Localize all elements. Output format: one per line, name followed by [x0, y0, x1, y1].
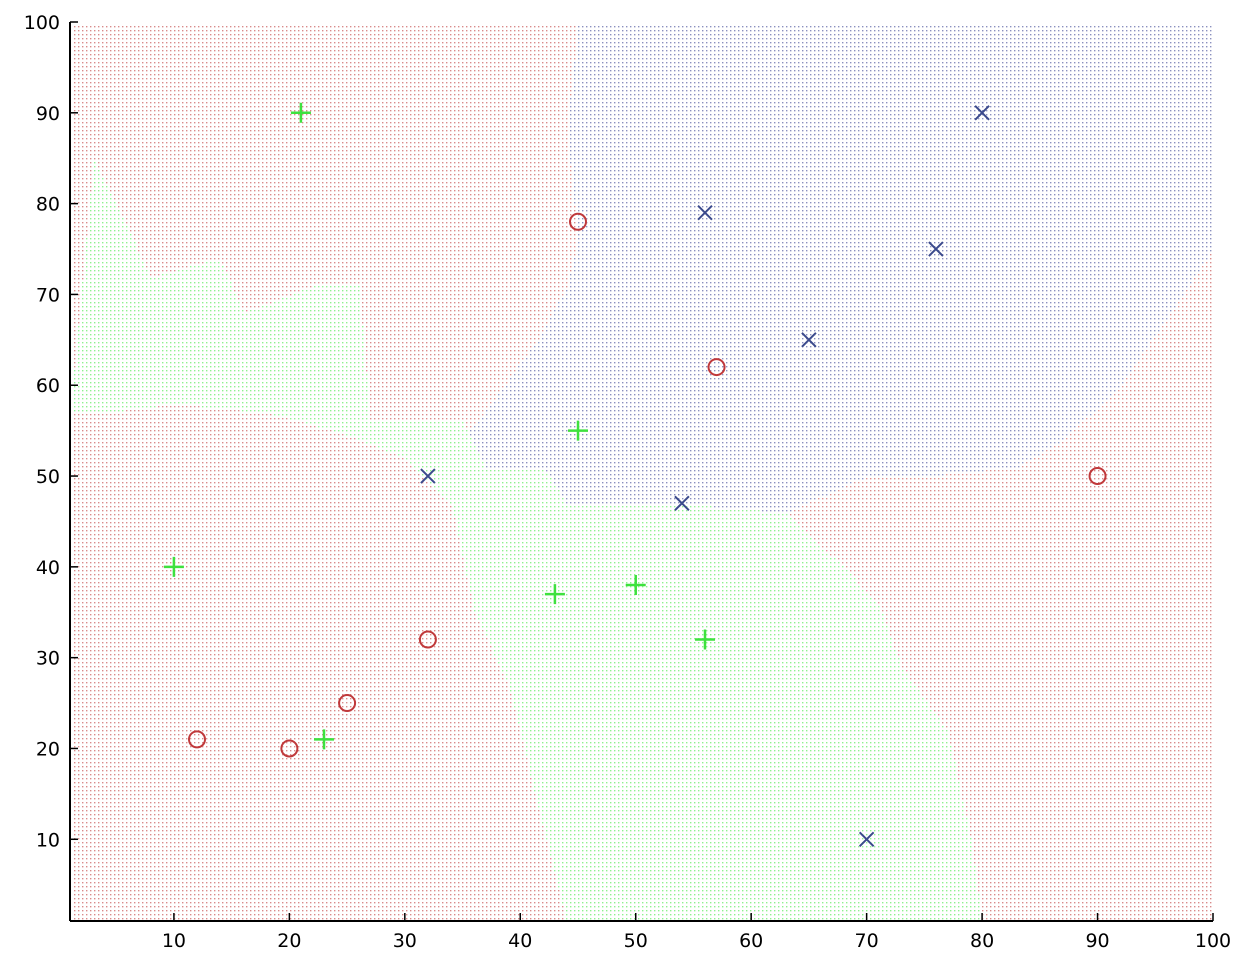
data-point-plus	[695, 629, 715, 650]
x-tick-label: 40	[508, 930, 532, 952]
x-tick-label: 30	[393, 930, 417, 952]
decision-region-dots	[74, 26, 1212, 920]
region-dots-blue	[470, 26, 1212, 512]
x-tick-label: 60	[739, 930, 763, 952]
x-tick-label: 50	[624, 930, 648, 952]
data-point-plus	[290, 102, 311, 123]
region-dots-red	[74, 26, 1212, 920]
data-point-plus	[568, 420, 588, 441]
data-point-x	[858, 831, 875, 847]
data-point-circle	[338, 694, 357, 713]
tick-labels: 10 20 30 40 50 60 70 80 90 100 10 20 30 40 50 60 70 80 90 1…	[24, 12, 1231, 952]
y-tick-label: 40	[36, 557, 60, 579]
data-point-plus	[163, 556, 184, 577]
data-point-circle	[418, 630, 437, 649]
y-tick-label: 20	[36, 738, 60, 760]
data-points	[163, 102, 1107, 847]
x-tick-label: 10	[162, 930, 186, 952]
y-tick-label: 50	[36, 466, 60, 488]
data-point-circle	[707, 358, 726, 377]
tick-marks	[70, 21, 1214, 921]
y-tick-label: 70	[36, 284, 60, 306]
y-tick-label: 10	[36, 829, 60, 851]
y-tick-label: 80	[36, 194, 60, 216]
data-point-circle	[280, 739, 299, 758]
y-tick-label: 90	[36, 103, 60, 125]
data-point-x	[420, 468, 436, 484]
data-point-circle	[569, 212, 587, 231]
x-tick-label: 90	[1085, 930, 1109, 952]
x-tick-label: 20	[277, 930, 301, 952]
x-tick-label: 100	[1195, 930, 1231, 952]
data-point-circle	[1088, 467, 1107, 486]
data-point-x	[801, 332, 817, 348]
x-tick-label: 70	[855, 930, 879, 952]
data-point-x	[974, 105, 990, 121]
data-point-x	[928, 241, 944, 257]
data-point-x	[674, 495, 690, 511]
region-dots-green	[74, 162, 980, 920]
x-tick-label: 80	[970, 930, 994, 952]
axes	[69, 22, 1213, 922]
y-tick-label: 60	[36, 375, 60, 397]
y-tick-label: 100	[24, 12, 60, 34]
data-point-plus	[544, 584, 565, 605]
y-tick-label: 30	[36, 648, 60, 670]
data-point-circle	[188, 730, 206, 749]
data-point-plus	[314, 729, 334, 750]
data-point-x	[697, 204, 713, 221]
data-point-plus	[625, 575, 646, 596]
